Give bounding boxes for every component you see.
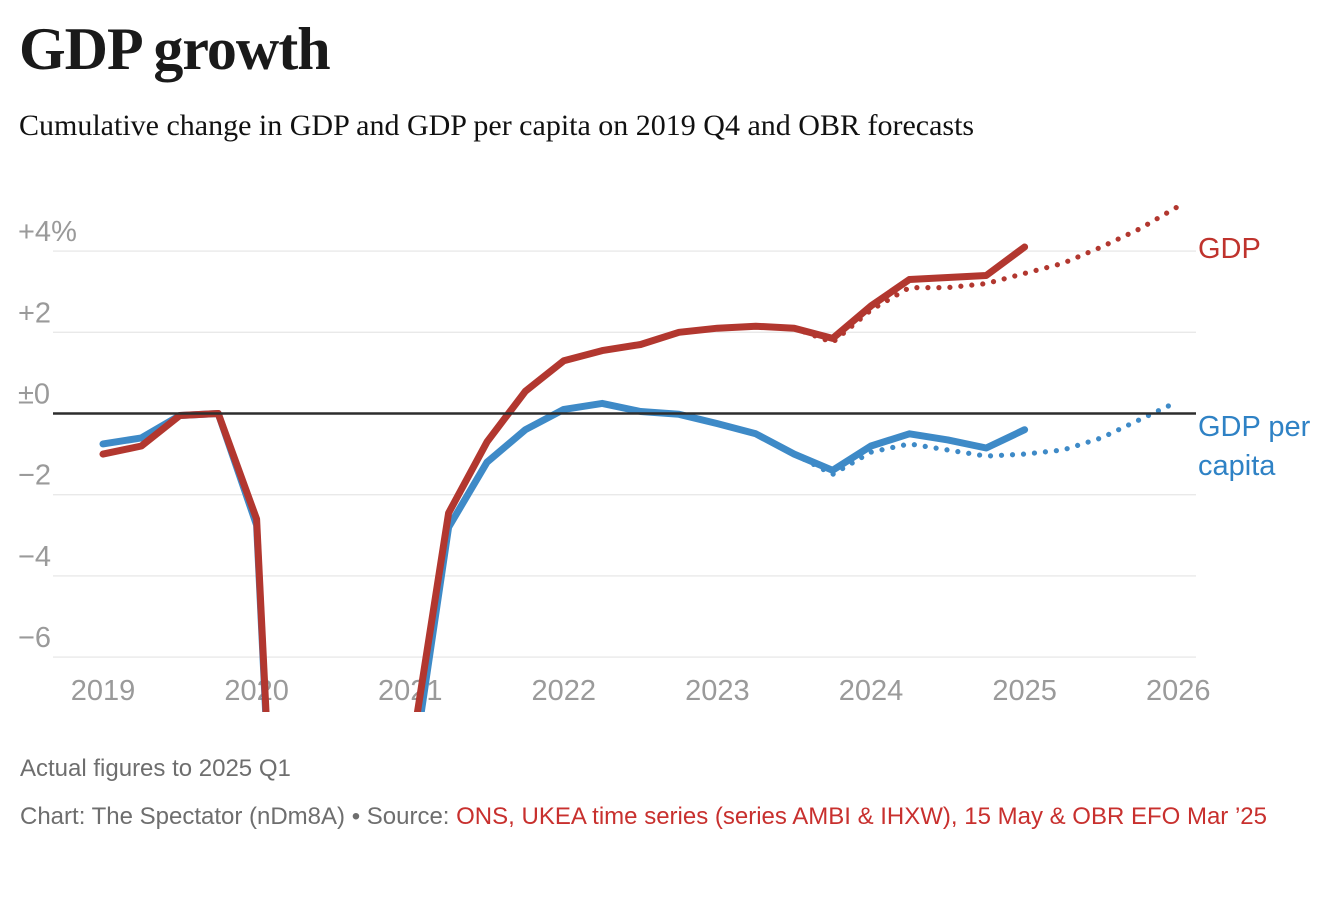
chart-title: GDP growth (19, 16, 331, 82)
credit-prefix: Chart: The Spectator (nDm8A) • Source: (20, 803, 457, 830)
credit-line: Chart: The Spectator (nDm8A) • Source: O… (20, 797, 1285, 837)
series-label-gdp-per-capita: GDP per capita (1198, 411, 1311, 482)
x-tick-label: 2023 (685, 675, 750, 707)
series-label-gdp: GDP (1198, 233, 1261, 265)
x-tick-label: 2025 (992, 675, 1057, 707)
x-tick-label: 2020 (224, 675, 289, 707)
series-line-gdp-actual- (99, 243, 1029, 712)
y-tick-label: +4% (18, 216, 77, 248)
x-tick-label: 2026 (1146, 675, 1211, 707)
x-tick-label: 2019 (71, 675, 136, 707)
y-tick-label: +2 (18, 297, 51, 329)
gdp-line-chart: +4% +2 ±0 −2 −4 −6 2019 2020 2021 2022 2023 2024 202… (18, 203, 1211, 712)
y-tick-label: −4 (18, 541, 51, 573)
y-tick-label: −2 (18, 460, 51, 492)
chart-subtitle: Cumulative change in GDP and GDP per cap… (19, 109, 975, 142)
y-tick-label: −6 (18, 622, 51, 654)
x-tick-label: 2024 (839, 675, 904, 707)
series-line-gdp-per-capita-obr-forecast- (791, 398, 1181, 477)
y-tick-label: ±0 (18, 379, 50, 411)
actuals-note: Actual figures to 2025 Q1 (20, 755, 291, 782)
x-tick-label: 2022 (532, 675, 597, 707)
x-tick-label: 2021 (378, 675, 443, 707)
source-link[interactable]: ONS, UKEA time series (series AMBI & IHX… (456, 803, 1267, 830)
